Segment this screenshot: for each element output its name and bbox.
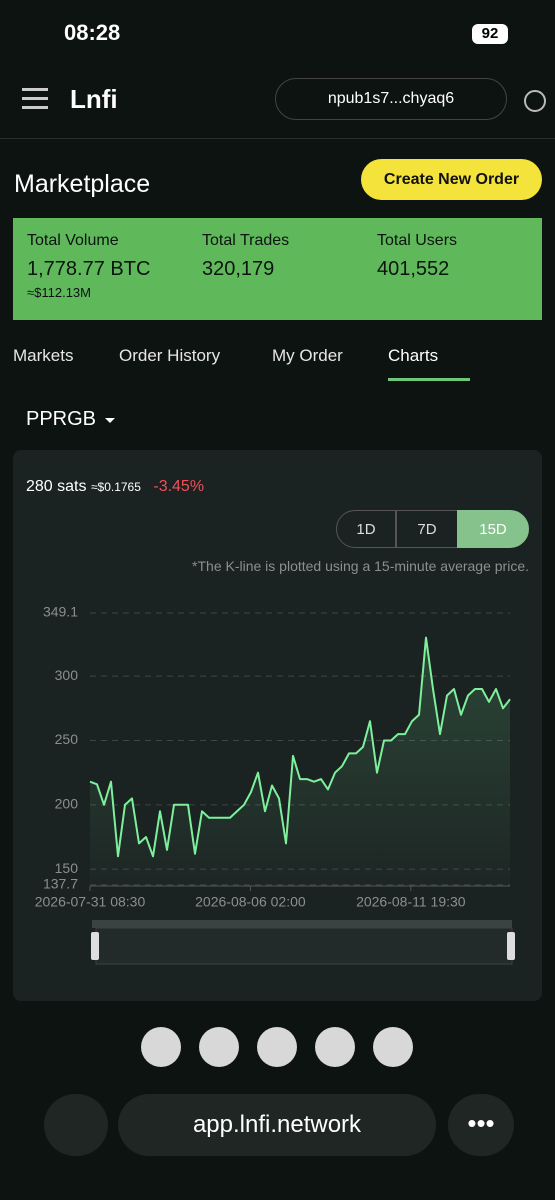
- telegram-icon[interactable]: [141, 1027, 181, 1067]
- stat-label: Total Users: [377, 232, 458, 249]
- create-order-button[interactable]: Create New Order: [361, 159, 542, 200]
- y-tick-label: 300: [55, 667, 79, 683]
- status-time: 08:28: [64, 20, 121, 45]
- stat-value: 1,778.77 BTC: [27, 258, 151, 280]
- y-tick-label: 349.1: [43, 604, 78, 620]
- dropdown-arrow: [105, 418, 115, 428]
- price-usd: ≈$0.1765: [90, 480, 141, 494]
- token-select[interactable]: PPRGB: [26, 408, 97, 430]
- menu-icon[interactable]: [22, 88, 48, 91]
- stat-label: Total Volume: [27, 232, 119, 249]
- tab[interactable]: My Order: [272, 346, 343, 365]
- price: 280 sats ≈$0.1765 -3.45%: [26, 478, 204, 496]
- docs-icon[interactable]: [257, 1027, 297, 1067]
- navigator-bar[interactable]: [92, 920, 512, 928]
- price-line: [89, 636, 511, 858]
- tab-active[interactable]: Charts: [388, 346, 439, 365]
- range-button[interactable]: 1D: [336, 510, 396, 548]
- x-tick-label: 2026-08-06 02:00: [195, 894, 306, 910]
- stat-value: 401,552: [377, 258, 450, 280]
- more-button[interactable]: •••: [448, 1094, 514, 1156]
- y-tick-label: 150: [55, 860, 79, 876]
- account-button[interactable]: npub1s7...chyaq6: [275, 78, 507, 120]
- divider: [0, 138, 555, 139]
- x-icon[interactable]: [199, 1027, 239, 1067]
- medium-icon[interactable]: [373, 1027, 413, 1067]
- area: [90, 637, 510, 885]
- range-button-active[interactable]: 15D: [457, 510, 529, 548]
- stat-value: 320,179: [202, 258, 275, 280]
- stats-panel: Total Volume 1,778.77 BTC ≈$112.13M Total …: [13, 218, 542, 320]
- chart-note: *The K-line is plotted using a 15-minute…: [192, 558, 529, 574]
- stat: Total Trades 320,179: [202, 232, 289, 281]
- github-icon[interactable]: [315, 1027, 355, 1067]
- navigator-handle[interactable]: [91, 932, 99, 960]
- stat: Total Volume 1,778.77 BTC ≈$112.13M: [27, 232, 150, 300]
- battery: 92: [472, 24, 508, 44]
- x-tick-label: 2026-08-11 19:30: [356, 894, 466, 910]
- address-bar[interactable]: app.lnfi.network: [118, 1094, 436, 1156]
- back-button[interactable]: [44, 1094, 108, 1156]
- price-value: 280 sats: [26, 478, 87, 495]
- x-tick-label: 2026-07-31 08:30: [35, 894, 146, 910]
- stat: Total Users 401,552: [377, 232, 457, 281]
- price-change: -3.45%: [153, 478, 205, 495]
- y-tick-label: 137.7: [43, 876, 78, 892]
- y-tick-label: 250: [55, 731, 79, 747]
- tab[interactable]: Markets: [13, 346, 74, 365]
- stat-label: Total Trades: [202, 232, 290, 249]
- page-title: Marketplace: [14, 170, 151, 198]
- stat-sub: ≈$112.13M: [27, 285, 91, 300]
- navigator-handle[interactable]: [507, 932, 515, 960]
- tab-underline: [388, 378, 470, 381]
- logo[interactable]: Lnfi: [70, 84, 118, 114]
- tab[interactable]: Order History: [119, 346, 221, 365]
- y-tick-label: 200: [55, 796, 79, 812]
- navigator[interactable]: [95, 927, 513, 965]
- language-icon[interactable]: [524, 90, 546, 112]
